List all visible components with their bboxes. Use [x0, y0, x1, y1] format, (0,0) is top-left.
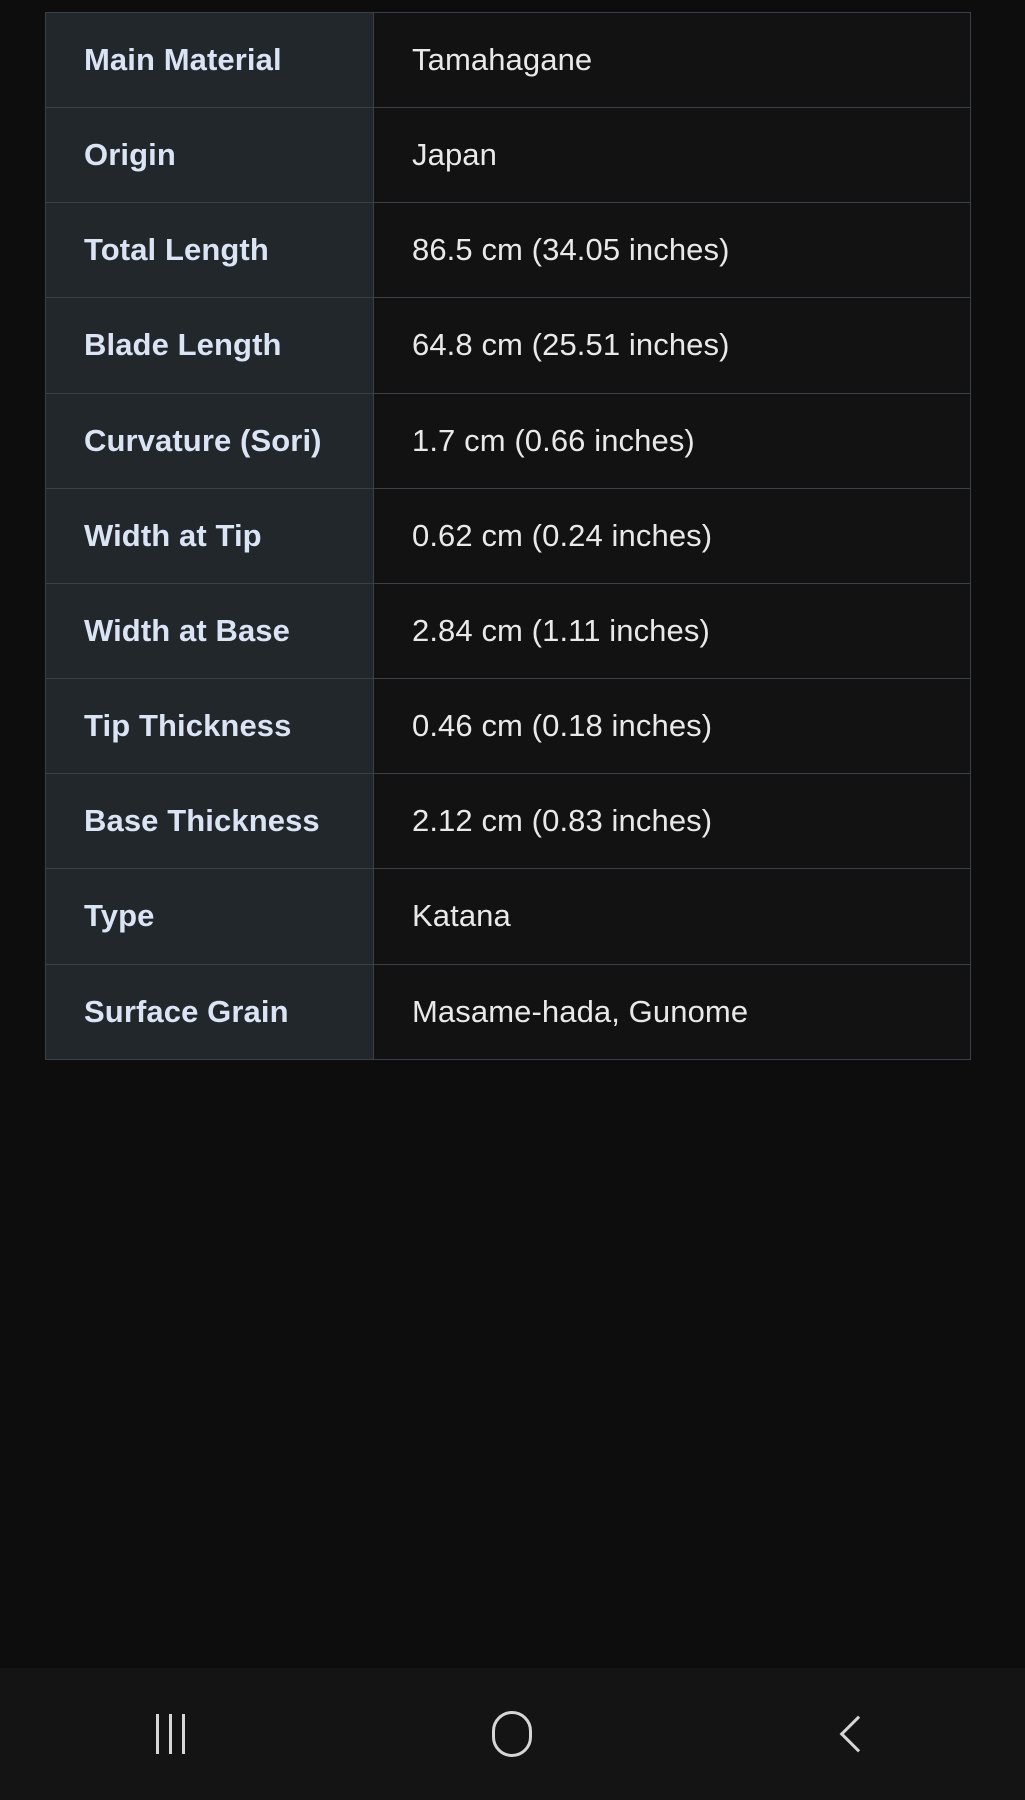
spec-label-cell: Blade Length: [45, 297, 374, 394]
table-row: Surface Grain Masame-hada, Gunome: [45, 963, 971, 1060]
spec-label-text: Type: [84, 898, 155, 934]
recents-icon: [156, 1714, 186, 1754]
spec-label-cell: Width at Base: [45, 582, 374, 680]
spec-value-cell: 0.62 cm (0.24 inches): [373, 487, 971, 584]
spec-label-cell: Main Material: [45, 11, 374, 109]
spec-label-cell: Surface Grain: [45, 963, 374, 1060]
table-row: Main Material Tamahagane: [45, 11, 971, 109]
spec-label-text: Tip Thickness: [84, 708, 292, 744]
spec-label-text: Origin: [84, 137, 176, 173]
spec-label-text: Total Length: [84, 232, 269, 268]
table-row: Blade Length 64.8 cm (25.51 inches): [45, 297, 971, 394]
spec-label-cell: Origin: [45, 107, 374, 204]
spec-label-cell: Total Length: [45, 202, 374, 299]
home-button[interactable]: [422, 1668, 602, 1800]
table-row: Curvature (Sori) 1.7 cm (0.66 inches): [45, 392, 971, 489]
spec-label-cell: Tip Thickness: [45, 678, 374, 775]
spec-label-cell: Curvature (Sori): [45, 392, 374, 489]
chevron-left-icon: [839, 1715, 877, 1753]
spec-label-text: Surface Grain: [84, 993, 289, 1029]
spec-value-cell: 0.46 cm (0.18 inches): [373, 678, 971, 775]
spec-label-text: Base Thickness: [84, 803, 320, 839]
table-row: Tip Thickness 0.46 cm (0.18 inches): [45, 678, 971, 775]
spec-value-cell: Katana: [373, 868, 971, 965]
spec-value-cell: Masame-hada, Gunome: [373, 963, 971, 1060]
table-row: Width at Tip 0.62 cm (0.24 inches): [45, 487, 971, 584]
table-row: Width at Base 2.84 cm (1.11 inches): [45, 582, 971, 680]
spec-label-text: Curvature (Sori): [84, 422, 322, 458]
spec-label-cell: Type: [45, 868, 374, 965]
table-row: Type Katana: [45, 868, 971, 965]
spec-label-text: Width at Tip: [84, 517, 262, 553]
table-row: Origin Japan: [45, 107, 971, 204]
page-content-viewport[interactable]: Main Material Tamahagane Origin Japan Total …: [0, 0, 1025, 1668]
spec-label-cell: Width at Tip: [45, 487, 374, 584]
spec-label-text: Main Material: [84, 42, 282, 77]
table-row: Total Length 86.5 cm (34.05 inches): [45, 202, 971, 299]
spec-value-cell: 1.7 cm (0.66 inches): [373, 392, 971, 489]
home-icon: [492, 1711, 533, 1757]
spec-value-cell: 2.84 cm (1.11 inches): [373, 582, 971, 680]
table-row: Base Thickness 2.12 cm (0.83 inches): [45, 773, 971, 870]
spec-value-cell: Tamahagane: [373, 11, 971, 109]
spec-label-cell: Base Thickness: [45, 773, 374, 870]
spec-value-cell: 86.5 cm (34.05 inches): [373, 202, 971, 299]
spec-label-text: Width at Base: [84, 612, 290, 648]
specification-table-body: Main Material Tamahagane Origin Japan Total …: [45, 11, 971, 1060]
recents-button[interactable]: [81, 1668, 261, 1800]
android-navigation-bar: [0, 1668, 1025, 1800]
spec-value-cell: 64.8 cm (25.51 inches): [373, 297, 971, 394]
spec-label-text: Blade Length: [84, 327, 282, 363]
back-button[interactable]: [764, 1668, 944, 1800]
spec-value-cell: Japan: [373, 107, 971, 204]
specification-table: Main Material Tamahagane Origin Japan Total …: [45, 11, 971, 1060]
spec-value-cell: 2.12 cm (0.83 inches): [373, 773, 971, 870]
